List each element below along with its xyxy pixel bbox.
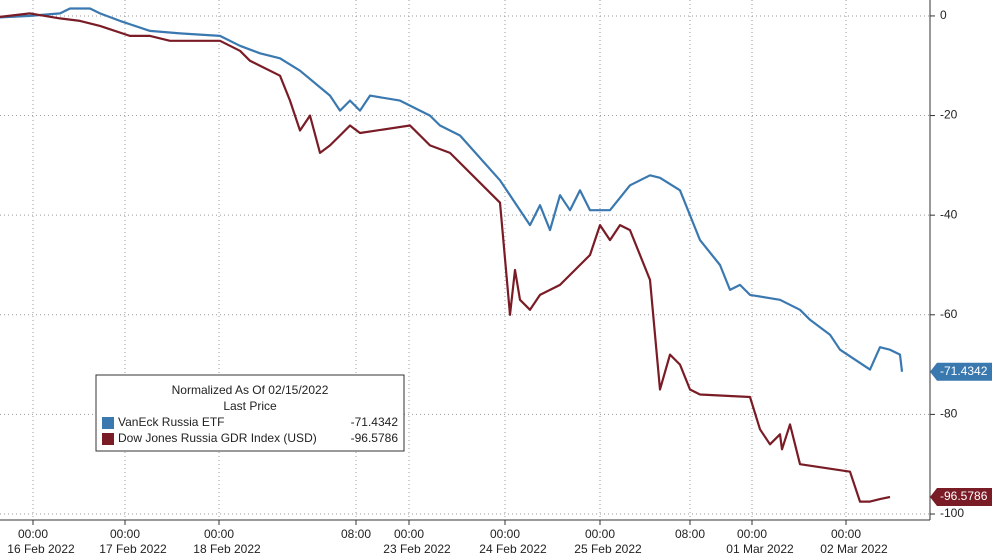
last-value-tag	[930, 362, 992, 381]
date-label: 25 Feb 2022	[574, 542, 642, 556]
x-tick-label: 08:00	[675, 527, 705, 541]
x-tick-label: 00:00	[204, 527, 234, 541]
legend-value: -96.5786	[351, 431, 399, 445]
date-label: 02 Mar 2022	[820, 542, 888, 556]
legend-swatch	[102, 433, 114, 445]
y-tick-label: 0	[940, 8, 947, 22]
x-tick-label: 00:00	[394, 527, 424, 541]
x-tick-label: 00:00	[831, 527, 861, 541]
legend-box	[95, 374, 405, 452]
date-label: 01 Mar 2022	[726, 542, 794, 556]
date-label: 23 Feb 2022	[383, 542, 451, 556]
y-tick-label: -40	[940, 207, 958, 221]
x-tick-label: 00:00	[737, 527, 767, 541]
legend-swatch	[102, 417, 114, 429]
x-tick-label: 00:00	[490, 527, 520, 541]
series-line	[0, 7, 904, 372]
last-value-tag	[930, 487, 992, 506]
legend-value: -71.4342	[351, 415, 399, 429]
y-tick-label: -20	[940, 108, 958, 122]
x-tick-label: 00:00	[110, 527, 140, 541]
y-tick-label: -80	[940, 407, 958, 421]
legend-label: VanEck Russia ETF	[118, 415, 224, 429]
legend-label: Dow Jones Russia GDR Index (USD)	[118, 431, 317, 445]
last-value-label: -96.5786	[940, 489, 988, 503]
x-tick-label: 00:00	[18, 527, 48, 541]
y-tick-label: -100	[940, 506, 964, 520]
y-tick-label: -60	[940, 307, 958, 321]
series-line	[0, 12, 891, 503]
date-label: 16 Feb 2022	[7, 542, 75, 556]
date-label: 24 Feb 2022	[479, 542, 547, 556]
x-tick-label: 00:00	[585, 527, 615, 541]
last-value-label: -71.4342	[940, 364, 988, 378]
legend-subtitle: Last Price	[223, 399, 277, 413]
date-label: 17 Feb 2022	[99, 542, 167, 556]
x-tick-label: 08:00	[341, 527, 371, 541]
date-label: 18 Feb 2022	[193, 542, 261, 556]
legend-title: Normalized As Of 02/15/2022	[172, 383, 329, 397]
